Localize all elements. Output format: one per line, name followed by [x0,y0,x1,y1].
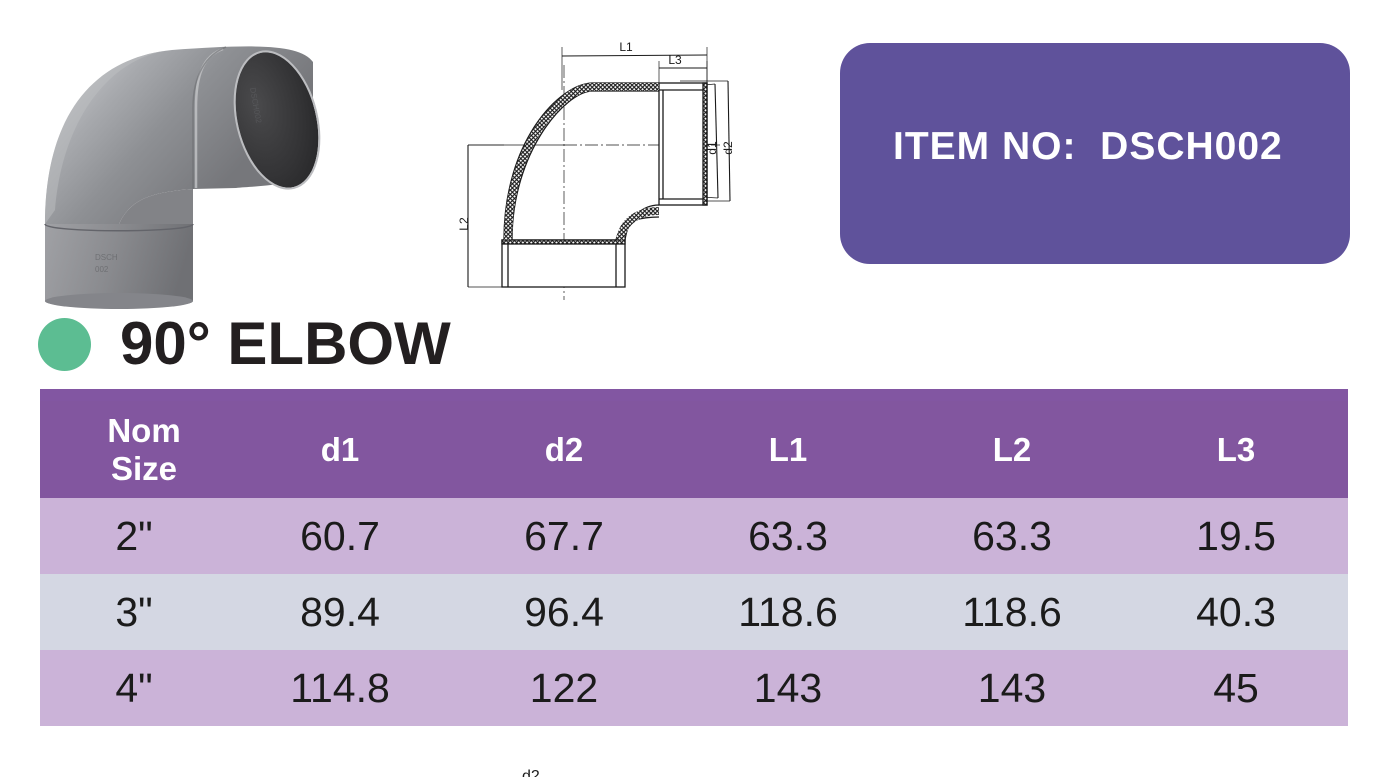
svg-text:L2: L2 [457,217,471,231]
svg-text:L1: L1 [619,40,633,54]
svg-text:L3: L3 [668,53,682,67]
svg-text:d2: d2 [721,141,735,155]
svg-text:002: 002 [95,265,109,274]
svg-text:DSCH: DSCH [95,253,118,262]
